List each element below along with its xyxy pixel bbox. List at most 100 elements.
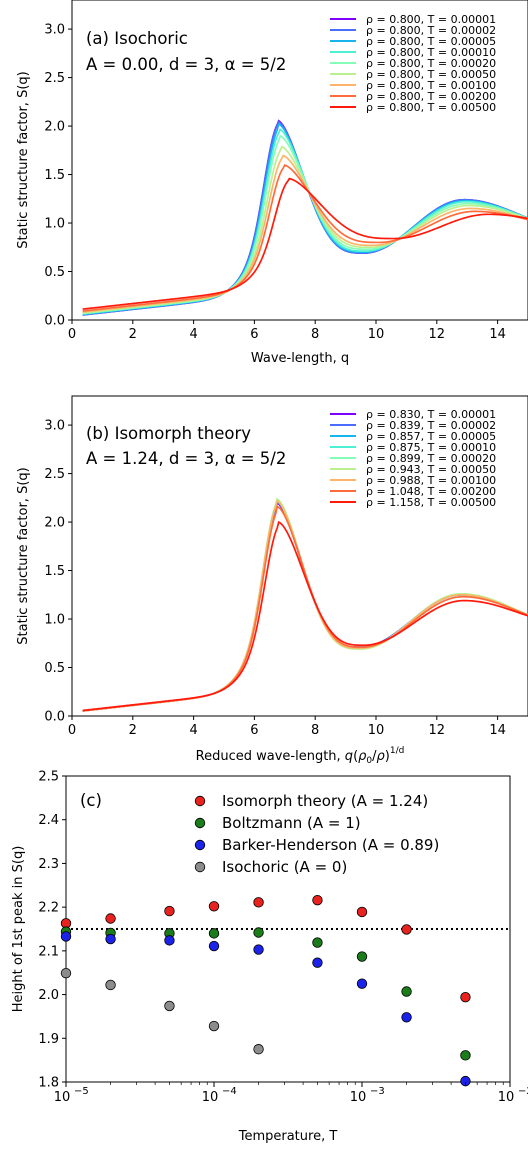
panel-c: 10−510−410−310−2 1.81.92.02.12.22.32.42.… bbox=[11, 770, 528, 1145]
panel-c-point-series-3 bbox=[164, 935, 175, 946]
panel-c-x-tick-exponent: −4 bbox=[222, 1086, 237, 1097]
panel-b-series-line-3 bbox=[82, 499, 528, 712]
panel-c-legend-entry: Isomorph theory (A = 1.24) bbox=[222, 792, 428, 810]
panel-c-point-series-3 bbox=[253, 944, 264, 955]
panel-a-x-tick-label: 4 bbox=[189, 327, 197, 342]
panel-c-legend: Isomorph theory (A = 1.24) Boltzmann (A =… bbox=[194, 792, 439, 876]
panel-a-frame bbox=[71, 0, 528, 321]
panel-c-point-series-1 bbox=[253, 897, 264, 908]
panel-a-series-line-8 bbox=[82, 164, 528, 312]
panel-a-y-tick-label: 1.0 bbox=[44, 217, 65, 232]
panel-a-label: (a) Isochoric bbox=[86, 29, 188, 48]
panel-b-legend-entry: ρ = 1.048, T = 0.00200 bbox=[366, 485, 496, 498]
panel-a-y-tick-label: 3.0 bbox=[44, 23, 65, 38]
panel-c-points bbox=[60, 894, 471, 1087]
panel-a-legend-entry: ρ = 0.800, T = 0.00020 bbox=[366, 57, 496, 70]
panel-c-point-series-2 bbox=[208, 928, 220, 939]
panel-a-y-tick-label: 1.5 bbox=[44, 168, 65, 183]
panel-a-legend-entry: ρ = 0.800, T = 0.00200 bbox=[366, 90, 496, 103]
panel-a-series-line-4 bbox=[82, 128, 528, 315]
panel-c-legend-marker bbox=[194, 795, 206, 807]
panel-c-legend-entry: Boltzmann (A = 1) bbox=[222, 814, 361, 832]
panel-c-point-series-2 bbox=[460, 1050, 471, 1061]
panel-a-xlabel: Wave-length, q bbox=[251, 351, 349, 366]
panel-c-point-series-3 bbox=[105, 933, 116, 945]
panel-b-series-line-1 bbox=[82, 501, 528, 712]
panel-a-series-line-6 bbox=[82, 145, 528, 314]
panel-b-x-tick-label: 0 bbox=[68, 723, 76, 738]
panel-c-legend-marker bbox=[194, 839, 206, 851]
panel-b-plot-area bbox=[71, 395, 528, 717]
panel-a-y-ticks: 0.0 0.5 1.0 1.5 2.0 2.5 3.0 bbox=[44, 23, 72, 329]
panel-b-x-tick-label: 10 bbox=[368, 723, 385, 738]
panel-b-series-line-6 bbox=[82, 497, 528, 712]
panel-b: 0 2 4 6 8 10 12 14 0.0 0.5 1.0 1.5 2.0 2.5 3.0 (b) Is… bbox=[16, 395, 528, 766]
panel-b-x-tick-label: 8 bbox=[311, 723, 319, 738]
panel-b-label: (b) Isomorph theory bbox=[86, 424, 251, 443]
panel-b-y-tick-label: 1.5 bbox=[44, 564, 65, 579]
panel-c-point-series-4 bbox=[253, 1044, 264, 1055]
panel-c-point-series-1 bbox=[356, 906, 368, 918]
panel-c-point-series-4 bbox=[60, 967, 72, 979]
panel-c-legend-entry: Isochoric (A = 0) bbox=[222, 858, 347, 876]
panel-b-x-tick-label: 6 bbox=[250, 723, 258, 738]
panel-c-point-series-3 bbox=[208, 940, 220, 952]
panel-b-y-tick-label: 2.5 bbox=[44, 467, 65, 482]
panel-a-legend-entry: ρ = 0.800, T = 0.00100 bbox=[366, 79, 496, 92]
panel-c-x-tick-label: 10 bbox=[54, 1090, 71, 1105]
panel-c-y-tick-label: 2.5 bbox=[38, 770, 59, 785]
panel-b-series-line-2 bbox=[82, 500, 528, 712]
panel-b-y-tick-label: 0.0 bbox=[44, 710, 65, 725]
panel-a-series-lines bbox=[82, 119, 528, 316]
panel-b-legend-entry: ρ = 0.839, T = 0.00002 bbox=[366, 419, 496, 432]
panel-b-legend-entry: ρ = 0.875, T = 0.00010 bbox=[366, 441, 496, 454]
panel-a-x-ticks: 0 2 4 6 8 10 12 14 bbox=[68, 320, 506, 342]
panel-c-point-series-1 bbox=[312, 894, 323, 906]
panel-a-series-line-5 bbox=[82, 134, 528, 315]
panel-b-series-line-4 bbox=[82, 498, 528, 712]
panel-a-x-tick-label: 8 bbox=[311, 327, 319, 342]
panel-c-point-series-4 bbox=[164, 1000, 175, 1012]
panel-b-y-tick-label: 0.5 bbox=[44, 661, 65, 676]
panel-b-y-tick-label: 1.0 bbox=[44, 613, 65, 628]
panel-c-point-series-1 bbox=[164, 905, 175, 917]
panel-c-point-series-4 bbox=[105, 979, 116, 991]
panel-a-x-tick-label: 12 bbox=[429, 327, 446, 342]
panel-b-frame bbox=[71, 395, 528, 717]
panel-c-y-ticks: 1.8 1.9 2.0 2.1 2.2 2.3 2.4 2.5 bbox=[38, 770, 66, 1091]
panel-b-series-lines bbox=[82, 497, 528, 712]
panel-b-xlabel: Reduced wave-length, q(ρ0/ρ)1/d bbox=[196, 746, 405, 766]
panel-a-series-line-1 bbox=[82, 119, 528, 316]
panel-a-y-tick-label: 0.0 bbox=[44, 314, 65, 329]
panel-a-ylabel: Static structure factor, S(q) bbox=[16, 71, 31, 248]
panel-b-x-tick-label: 14 bbox=[489, 723, 506, 738]
panel-c-y-tick-label: 2.1 bbox=[38, 944, 59, 959]
panel-c-point-series-2 bbox=[401, 986, 412, 997]
panel-a-y-tick-label: 0.5 bbox=[44, 265, 65, 280]
panel-c-y-tick-label: 1.8 bbox=[38, 1076, 59, 1091]
panel-b-ylabel: Static structure factor, S(q) bbox=[16, 467, 31, 644]
panel-a-legend-entry: ρ = 0.800, T = 0.00500 bbox=[366, 101, 496, 114]
panel-a-legend-entry: ρ = 0.800, T = 0.00010 bbox=[366, 46, 496, 59]
panel-c-point-series-1 bbox=[208, 901, 220, 912]
panel-c-point-series-2 bbox=[253, 927, 264, 938]
panel-b-series-line-5 bbox=[82, 497, 528, 712]
panel-b-x-tick-label: 4 bbox=[189, 723, 197, 738]
panel-a-plot-area bbox=[71, 0, 528, 321]
panel-a-series-line-7 bbox=[82, 154, 528, 313]
panel-c-y-tick-label: 2.3 bbox=[38, 857, 59, 872]
panel-c-y-tick-label: 2.4 bbox=[38, 813, 59, 828]
panel-b-legend-entry: ρ = 0.830, T = 0.00001 bbox=[366, 408, 496, 421]
panel-c-point-series-4 bbox=[208, 1020, 220, 1032]
panel-c-point-series-1 bbox=[401, 924, 412, 935]
panel-c-x-ticks: 10−510−410−310−2 bbox=[54, 1082, 528, 1105]
panel-b-legend-entry: ρ = 1.158, T = 0.00500 bbox=[366, 496, 496, 509]
panel-c-point-series-3 bbox=[312, 957, 323, 968]
panel-c-x-tick-exponent: −3 bbox=[370, 1086, 385, 1097]
panel-a-x-tick-label: 10 bbox=[368, 327, 385, 342]
panel-b-series-line-9 bbox=[82, 520, 528, 712]
panel-c-point-series-1 bbox=[460, 991, 471, 1003]
